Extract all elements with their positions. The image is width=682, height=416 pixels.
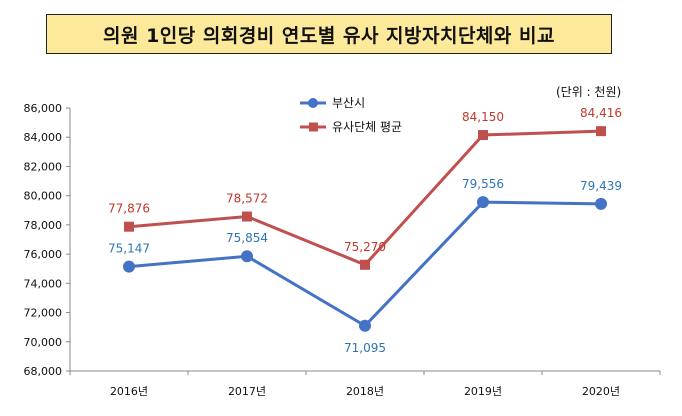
legend-marker [309, 122, 318, 132]
data-point [595, 197, 607, 210]
x-tick-label: 2017년 [228, 385, 266, 398]
data-label: 71,095 [344, 341, 386, 355]
y-tick-label: 82,000 [24, 160, 63, 173]
legend-marker [308, 98, 318, 108]
x-tick-label: 2020년 [582, 385, 620, 398]
legend-label: 부산시 [332, 96, 365, 110]
data-point [124, 221, 134, 232]
data-point [241, 250, 253, 263]
x-tick-label: 2019년 [464, 385, 502, 398]
data-point [360, 259, 370, 270]
y-tick-label: 72,000 [24, 307, 63, 320]
x-tick-label: 2016년 [110, 385, 148, 398]
data-label: 75,854 [226, 231, 268, 245]
data-label: 75,147 [108, 242, 150, 256]
unit-note: (단위 : 천원) [556, 85, 622, 99]
x-tick-label: 2018년 [346, 385, 384, 398]
data-label: 77,876 [108, 202, 150, 216]
data-label: 78,572 [226, 192, 268, 206]
y-tick-label: 86,000 [24, 102, 63, 115]
data-label: 79,556 [462, 177, 504, 191]
chart-title: 의원 1인당 의회경비 연도별 유사 지방자치단체와 비교 [103, 24, 555, 47]
y-tick-label: 76,000 [24, 248, 63, 261]
data-label: 79,439 [580, 179, 622, 193]
data-point [359, 319, 371, 332]
y-tick-label: 68,000 [24, 365, 63, 378]
y-tick-label: 84,000 [24, 131, 63, 144]
y-tick-label: 70,000 [24, 336, 63, 349]
data-point [242, 211, 252, 222]
y-tick-label: 78,000 [24, 219, 63, 232]
data-label: 84,416 [580, 106, 622, 120]
legend-label: 유사단체 평균 [332, 120, 402, 134]
y-tick-label: 74,000 [24, 277, 63, 290]
chart-title-box: 의원 1인당 의회경비 연도별 유사 지방자치단체와 비교 [46, 14, 612, 54]
data-point [477, 196, 489, 209]
data-point [596, 126, 606, 137]
y-tick-label: 80,000 [24, 190, 63, 203]
data-point [478, 130, 488, 141]
data-point [123, 260, 135, 273]
data-label: 84,150 [462, 110, 504, 124]
data-label: 75,270 [344, 240, 386, 254]
